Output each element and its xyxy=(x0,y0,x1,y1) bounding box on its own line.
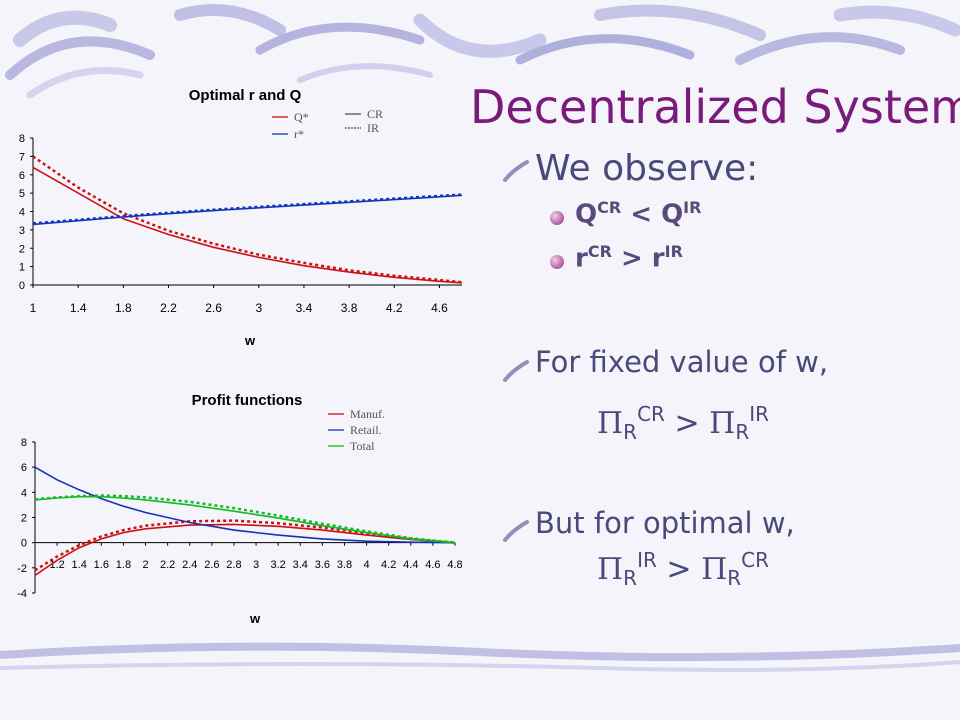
bullet-r-comparison: rCR > rIR xyxy=(575,242,683,274)
x-tick-label: 3 xyxy=(253,559,259,571)
y-tick-label: 2 xyxy=(19,243,25,255)
x-tick-label: 2.2 xyxy=(160,301,177,315)
x-tick-label: 4.6 xyxy=(425,559,440,571)
series-line-total-ir xyxy=(34,494,456,544)
legend-label: Q* xyxy=(294,110,309,124)
y-tick-label: 7 xyxy=(19,151,25,163)
brush-bullet-icon xyxy=(503,160,529,182)
legend-label: Manuf. xyxy=(350,407,385,421)
y-tick-label: 8 xyxy=(19,133,25,145)
y-tick-label: 0 xyxy=(21,538,27,550)
x-tick-label: 3 xyxy=(255,301,262,315)
series-line-retail-cr xyxy=(34,466,456,544)
chart2-legend: Manuf. Retail. Total xyxy=(328,407,385,453)
slide-title: Decentralized System xyxy=(470,80,960,134)
x-tick-label: 4.6 xyxy=(431,301,448,315)
formula-fixed-w: ΠRCR > ΠRIR xyxy=(597,402,770,444)
bullet-fixed-w: For fixed value of w, xyxy=(535,345,829,379)
chart1-xlabel: w xyxy=(244,333,256,348)
round-bullet-icon xyxy=(550,211,564,225)
legend-label: IR xyxy=(367,121,379,135)
x-tick-label: 2.2 xyxy=(160,559,175,571)
x-tick-label: 3.8 xyxy=(341,301,358,315)
round-bullet-icon xyxy=(550,255,564,269)
x-tick-label: 4.2 xyxy=(386,301,403,315)
x-tick-label: 1.4 xyxy=(70,301,87,315)
x-tick-label: 4 xyxy=(364,559,370,571)
x-tick-label: 3.4 xyxy=(296,301,313,315)
y-tick-label: 1 xyxy=(19,262,25,274)
y-tick-label: 6 xyxy=(19,170,25,182)
x-tick-label: 2.6 xyxy=(205,301,222,315)
y-tick-label: 6 xyxy=(21,462,27,474)
chart1-title: Optimal r and Q xyxy=(189,87,302,104)
x-tick-label: 1.8 xyxy=(116,559,131,571)
x-tick-label: 4.4 xyxy=(403,559,418,571)
x-tick-label: 2.8 xyxy=(226,559,241,571)
y-tick-label: 5 xyxy=(19,188,25,200)
brush-bullet-icon xyxy=(503,520,529,542)
bullet-we-observe: We observe: xyxy=(535,148,759,189)
x-tick-label: 1.4 xyxy=(72,559,87,571)
chart2-series xyxy=(34,466,456,577)
x-tick-label: 3.8 xyxy=(337,559,352,571)
x-tick-label: 3.4 xyxy=(293,559,308,571)
legend-label: CR xyxy=(367,107,383,121)
x-tick-label: 2 xyxy=(142,559,148,571)
chart2-title: Profit functions xyxy=(192,392,303,409)
y-tick-label: 0 xyxy=(19,280,25,292)
x-tick-label: 3.2 xyxy=(271,559,286,571)
series-line-q-ir xyxy=(32,155,463,284)
y-tick-label: -4 xyxy=(17,588,27,600)
series-line-r-cr xyxy=(32,194,463,226)
chart2-xlabel: w xyxy=(249,611,261,626)
x-tick-label: 2.4 xyxy=(182,559,197,571)
formula-optimal-w: ΠRIR > ΠRCR xyxy=(597,548,770,590)
x-tick-label: 1.8 xyxy=(115,301,132,315)
x-tick-label: 4.8 xyxy=(447,559,462,571)
x-tick-label: 1.6 xyxy=(94,559,109,571)
y-tick-label: -2 xyxy=(17,563,27,575)
legend-label: Retail. xyxy=(350,423,382,437)
series-line-q-cr xyxy=(32,166,463,284)
y-tick-label: 8 xyxy=(21,437,27,449)
bullet-q-comparison: QCR < QIR xyxy=(575,198,702,230)
x-tick-label: 3.6 xyxy=(315,559,330,571)
legend-label: r* xyxy=(294,127,304,141)
y-tick-label: 2 xyxy=(21,513,27,525)
series-line-manuf-cr xyxy=(34,523,456,577)
brush-bullet-icon xyxy=(503,360,529,382)
y-tick-label: 3 xyxy=(19,225,25,237)
x-tick-label: 1 xyxy=(30,301,37,315)
bullet-optimal-w: But for optimal w, xyxy=(535,506,795,540)
legend-label: Total xyxy=(350,439,375,453)
y-tick-label: 4 xyxy=(19,207,25,219)
y-tick-label: 4 xyxy=(21,487,27,499)
x-tick-label: 4.2 xyxy=(381,559,396,571)
x-tick-label: 2.6 xyxy=(204,559,219,571)
chart1-series xyxy=(32,155,463,284)
